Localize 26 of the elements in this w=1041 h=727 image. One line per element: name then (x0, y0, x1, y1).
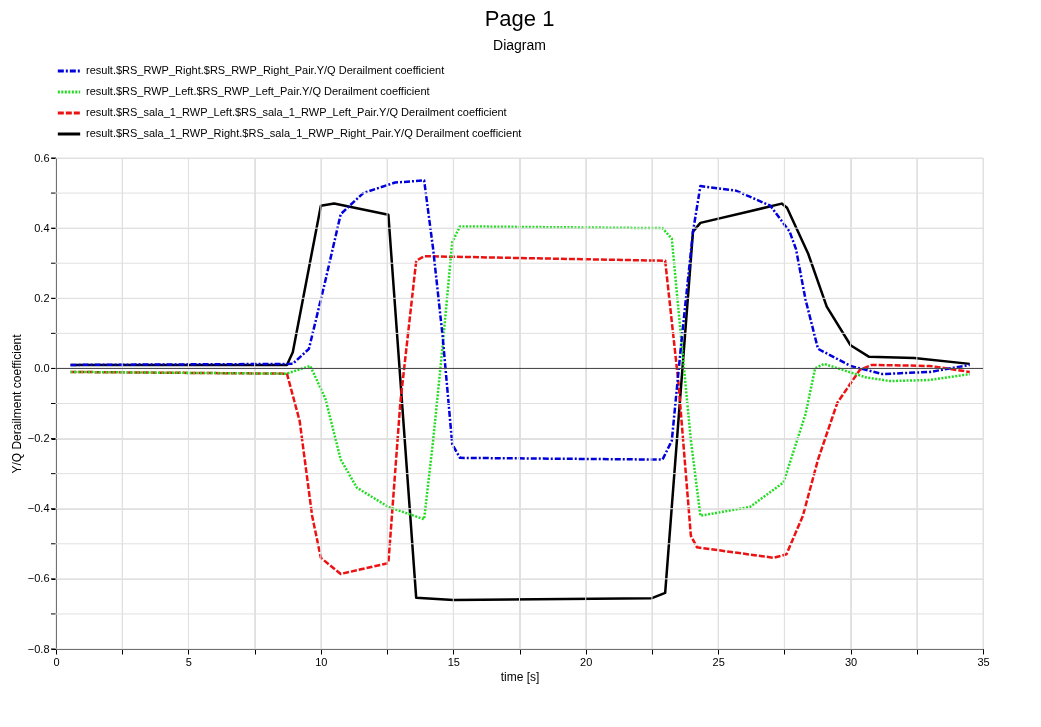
x-tick-label: 25 (712, 655, 725, 668)
y-tick-label: −0.6 (27, 572, 50, 585)
y-tick-label: 0.0 (34, 361, 50, 374)
legend-label: result.$RS_sala_1_RWP_Left.$RS_sala_1_RWP_Left_Pair.Y/Q Derailment coefficient (86, 106, 507, 118)
y-tick-label: 0.4 (34, 221, 50, 234)
y-tick-label: −0.2 (27, 432, 50, 445)
y-tick-label: 0.6 (34, 151, 50, 164)
y-tick-label: −0.8 (27, 642, 50, 655)
line-series (69, 225, 972, 521)
chart-subtitle: Diagram (493, 37, 546, 53)
x-axis-title: time [s] (500, 669, 540, 684)
chart-title: Page 1 (484, 6, 555, 31)
y-tick-label: −0.4 (27, 502, 50, 515)
x-tick-label: 30 (844, 655, 858, 668)
x-tick-label: 35 (977, 655, 990, 668)
x-tick-label: 20 (580, 655, 593, 668)
legend-label: result.$RS_sala_1_RWP_Right.$RS_sala_1_RWP_Right_Pair.Y/Q Derailment coefficient (86, 127, 522, 139)
x-tick-label: 0 (53, 655, 60, 668)
x-tick-label: 5 (185, 655, 192, 668)
x-tick-label: 10 (315, 655, 328, 668)
legend-label: result.$RS_RWP_Left.$RS_RWP_Left_Pair.Y/Q Derailment coefficient (86, 85, 430, 97)
line-series (69, 179, 972, 461)
legend-label: result.$RS_RWP_Right.$RS_RWP_Right_Pair.Y/Q Derailment coefficient (86, 64, 445, 76)
x-tick-label: 15 (447, 655, 460, 668)
y-tick-label: 0.2 (34, 291, 50, 304)
y-axis-title: Y/Q Derailment coefficient (9, 333, 24, 474)
